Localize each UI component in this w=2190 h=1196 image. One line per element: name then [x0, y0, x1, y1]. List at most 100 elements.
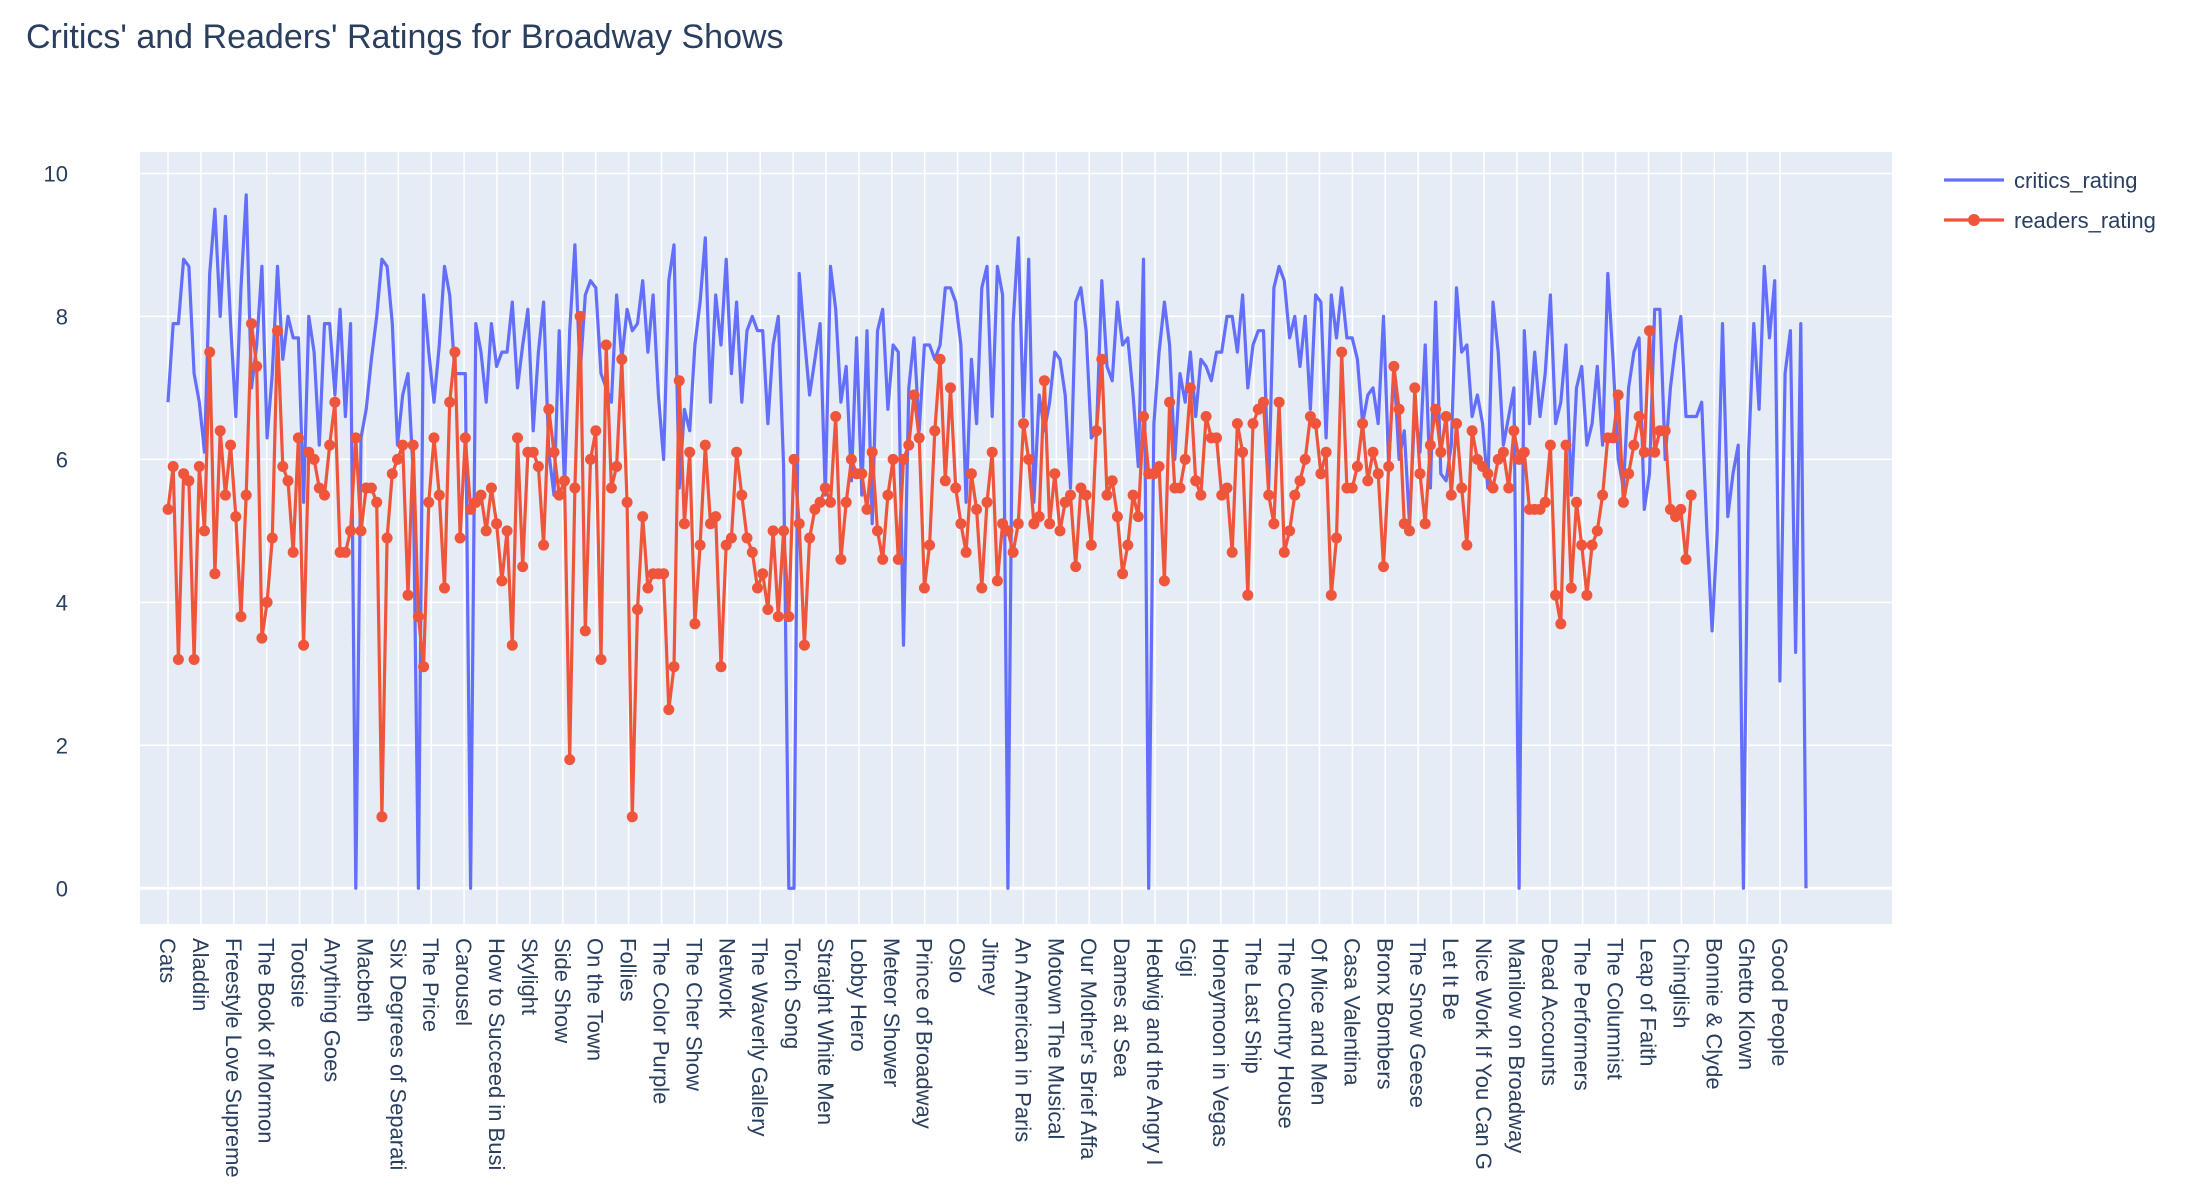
data-point [1127, 489, 1139, 501]
data-point [501, 525, 513, 537]
data-point [1085, 539, 1097, 551]
x-tick-label: Chinglish [1668, 938, 1693, 1029]
data-point [339, 546, 351, 558]
data-point [1383, 461, 1395, 472]
data-point [934, 353, 946, 365]
data-point [172, 654, 184, 665]
data-point [574, 310, 586, 322]
data-point [710, 511, 722, 523]
data-point [866, 446, 878, 458]
data-point [918, 582, 930, 594]
data-point [1158, 575, 1170, 587]
data-point [945, 382, 956, 394]
data-point [1096, 353, 1108, 365]
data-point [585, 453, 596, 465]
data-point [882, 489, 894, 501]
x-tick-label: Side Show [550, 938, 575, 1043]
data-point [955, 518, 967, 530]
legend-label: critics_rating [2014, 168, 2137, 193]
data-point [1409, 382, 1421, 394]
data-point [1091, 425, 1102, 437]
data-point [251, 360, 263, 372]
data-point [543, 403, 555, 415]
data-point [1550, 589, 1562, 601]
data-point [600, 339, 612, 351]
data-point [1571, 496, 1582, 508]
x-tick-label: Let It Be [1438, 938, 1463, 1020]
data-point [908, 389, 920, 401]
data-point [517, 561, 529, 573]
data-point [1231, 418, 1243, 430]
data-point [345, 525, 357, 537]
x-tick-label: The Performers [1570, 938, 1595, 1091]
data-point [1508, 425, 1520, 437]
data-point [1336, 346, 1348, 358]
data-point [632, 604, 643, 615]
data-point [1357, 418, 1369, 430]
data-point [1482, 468, 1494, 480]
data-point [298, 639, 310, 651]
data-point [1184, 382, 1196, 394]
data-point [1461, 539, 1473, 551]
data-point [877, 553, 889, 565]
data-point [1080, 489, 1092, 501]
y-tick-label: 6 [56, 447, 68, 472]
data-point [1054, 525, 1066, 537]
data-point [798, 639, 810, 651]
legend[interactable]: critics_rating readers_rating [1944, 168, 2156, 233]
data-point [1633, 411, 1645, 422]
data-point [225, 439, 237, 451]
data-point [1070, 561, 1082, 573]
data-point [240, 489, 252, 501]
data-point [830, 411, 842, 422]
data-point [1362, 475, 1374, 487]
data-point [485, 482, 497, 494]
data-point [418, 661, 430, 673]
legend-item-critics_rating[interactable]: critics_rating [1944, 168, 2137, 193]
data-point [209, 568, 221, 580]
x-tick-label: Skylight [517, 938, 542, 1015]
data-point [1617, 496, 1629, 508]
data-point [1435, 446, 1447, 458]
data-point [282, 475, 294, 487]
data-point [924, 539, 936, 551]
y-tick-label: 2 [56, 733, 68, 758]
data-point [903, 439, 915, 451]
data-point [1325, 589, 1337, 601]
data-point [783, 611, 795, 623]
data-point [1367, 446, 1379, 458]
data-point [397, 439, 409, 451]
data-point [564, 754, 576, 766]
data-point [913, 432, 925, 444]
y-tick-label: 4 [56, 590, 68, 615]
data-point [1299, 453, 1311, 465]
data-point [183, 475, 195, 487]
data-point [1351, 461, 1363, 472]
data-point [412, 611, 424, 623]
data-point [439, 582, 450, 594]
data-point [971, 503, 983, 515]
data-point [1565, 582, 1577, 594]
x-tick-label: The Last Ship [1241, 938, 1266, 1074]
data-point [1555, 618, 1567, 630]
data-point [872, 525, 883, 537]
data-point [1451, 418, 1462, 430]
data-point [736, 489, 748, 501]
data-point [1404, 525, 1415, 537]
data-point [1284, 525, 1296, 537]
data-point [1247, 418, 1259, 430]
legend-item-readers_rating[interactable]: readers_rating [1944, 208, 2156, 233]
data-point [532, 461, 544, 472]
x-tick-label: Freestyle Love Supreme [221, 938, 246, 1178]
data-point [684, 446, 696, 458]
data-point [1659, 425, 1671, 437]
data-point [1106, 475, 1118, 487]
x-tick-label: Carousel [451, 938, 476, 1026]
data-point [1430, 403, 1442, 415]
x-tick-label: Good People [1767, 938, 1792, 1066]
data-point [1007, 546, 1019, 558]
x-tick-label: Prince of Broadway [912, 938, 937, 1129]
data-point [1591, 525, 1603, 537]
data-point [329, 396, 341, 408]
data-point [1117, 568, 1129, 580]
